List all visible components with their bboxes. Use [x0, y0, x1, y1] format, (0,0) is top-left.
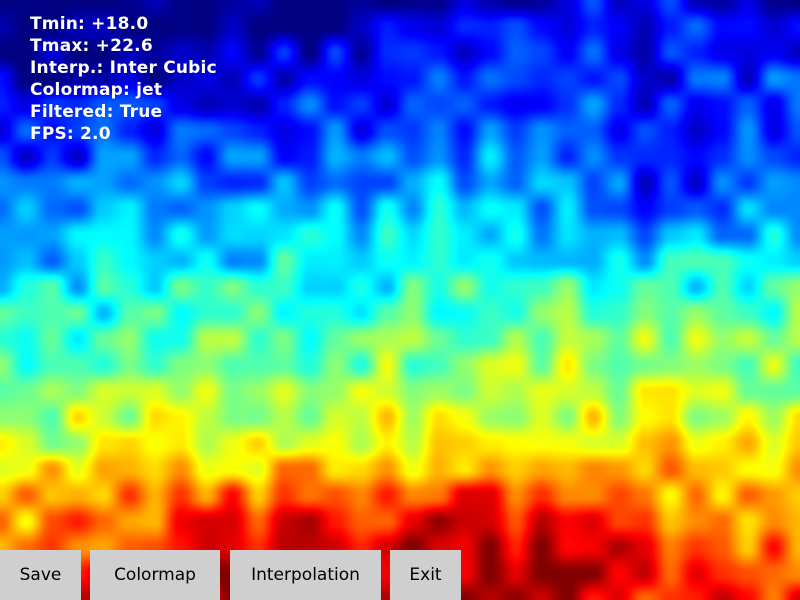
interpolation-readout: Interp.: Inter Cubic [30, 58, 217, 78]
colormap-button[interactable]: Colormap [90, 550, 220, 600]
interpolation-button[interactable]: Interpolation [230, 550, 381, 600]
colormap-readout: Colormap: jet [30, 80, 163, 100]
stats-overlay: Tmin: +18.0 Tmax: +22.6 Interp.: Inter C… [30, 13, 217, 145]
filtered-readout: Filtered: True [30, 102, 163, 122]
fps-readout: FPS: 2.0 [30, 124, 111, 144]
tmin-readout: Tmin: +18.0 [30, 14, 149, 34]
tmax-readout: Tmax: +22.6 [30, 36, 153, 56]
toolbar: Save Colormap Interpolation Exit [0, 550, 800, 600]
save-button[interactable]: Save [0, 550, 81, 600]
exit-button[interactable]: Exit [390, 550, 461, 600]
